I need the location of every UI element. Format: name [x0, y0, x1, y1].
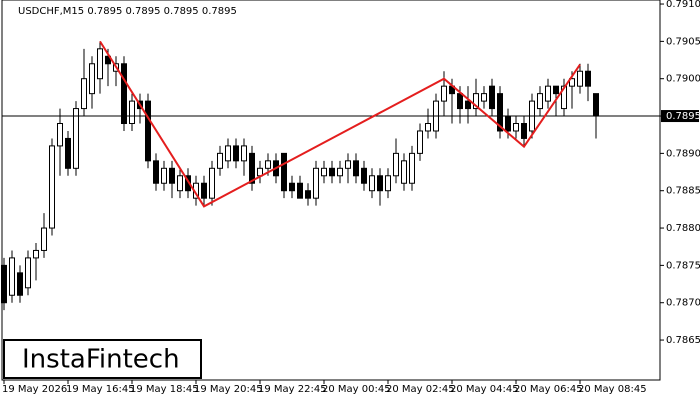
candle-body — [330, 168, 335, 175]
candle-body — [66, 138, 71, 168]
candle-body — [458, 94, 463, 109]
candle-body — [370, 176, 375, 191]
candle-body — [250, 153, 255, 183]
candle-body — [218, 153, 223, 168]
candle-body — [146, 101, 151, 161]
candle-body — [2, 265, 7, 302]
candle-body — [482, 94, 487, 101]
candle-body — [170, 168, 175, 183]
candle-body — [314, 168, 319, 198]
x-tick-label: 20 May 08:45 — [578, 384, 647, 395]
candle-body — [178, 176, 183, 191]
candle-body — [50, 146, 55, 228]
candle-body — [354, 161, 359, 176]
candle-body — [394, 153, 399, 175]
x-tick-label: 19 May 16:45 — [66, 384, 135, 395]
candle-body — [130, 101, 135, 123]
candle-body — [290, 183, 295, 190]
candle-body — [362, 168, 367, 183]
y-tick-label: 0.7910 — [666, 0, 700, 10]
candle-body — [322, 168, 327, 175]
x-tick-label: 20 May 04:45 — [450, 384, 519, 395]
chart-title: USDCHF,M15 0.7895 0.7895 0.7895 0.7895 — [18, 6, 237, 17]
y-tick-label: 0.7905 — [666, 36, 700, 47]
candle-body — [338, 168, 343, 175]
candle-body — [226, 146, 231, 161]
candle-body — [234, 146, 239, 161]
candle-body — [58, 124, 63, 146]
candle-body — [538, 94, 543, 109]
candle-body — [306, 191, 311, 198]
candle-body — [74, 109, 79, 169]
candle-body — [266, 161, 271, 168]
candle-body — [42, 228, 47, 250]
candle-body — [26, 258, 31, 288]
candle-body — [578, 71, 583, 86]
y-tick-label: 0.7865 — [666, 335, 700, 346]
candle-body — [418, 131, 423, 153]
candle-body — [466, 101, 471, 108]
candle-body — [514, 124, 519, 131]
candle-body — [586, 71, 591, 86]
candle-body — [154, 161, 159, 183]
candle-body — [522, 124, 527, 139]
y-tick-label: 0.7880 — [666, 223, 700, 234]
x-tick-label: 19 May 22:45 — [258, 384, 327, 395]
candle-body — [282, 153, 287, 190]
candle-body — [594, 94, 599, 116]
candle-body — [10, 258, 15, 295]
candle-body — [402, 161, 407, 183]
candle-body — [546, 86, 551, 101]
x-tick-label: 19 May 18:45 — [130, 384, 199, 395]
current-price-label: 0.7895 — [666, 111, 700, 122]
y-tick-label: 0.7900 — [666, 74, 700, 85]
x-tick-label: 19 May 20:45 — [194, 384, 263, 395]
y-tick-label: 0.7875 — [666, 260, 700, 271]
x-tick-label: 19 May 2026 — [2, 384, 67, 395]
candle-body — [426, 124, 431, 131]
candle-body — [18, 273, 23, 295]
x-tick-label: 20 May 00:45 — [322, 384, 391, 395]
candle-body — [378, 176, 383, 191]
candle-body — [386, 176, 391, 191]
x-tick-label: 20 May 06:45 — [514, 384, 583, 395]
candle-body — [554, 86, 559, 93]
y-tick-label: 0.7890 — [666, 148, 700, 159]
candle-body — [162, 168, 167, 183]
candle-body — [82, 79, 87, 109]
candle-body — [506, 116, 511, 131]
y-tick-label: 0.7885 — [666, 186, 700, 197]
candle-body — [90, 64, 95, 94]
candle-body — [298, 183, 303, 198]
logo: InstaFintech — [22, 345, 180, 375]
candle-body — [490, 86, 495, 108]
candle-body — [98, 49, 103, 79]
candle-body — [442, 86, 447, 101]
candle-body — [202, 183, 207, 198]
candle-body — [210, 168, 215, 198]
candle-body — [410, 153, 415, 183]
candle-body — [34, 250, 39, 257]
candle-body — [346, 161, 351, 168]
candle-body — [242, 146, 247, 161]
x-tick-label: 20 May 02:45 — [386, 384, 455, 395]
candle-body — [122, 64, 127, 124]
y-tick-label: 0.7870 — [666, 298, 700, 309]
